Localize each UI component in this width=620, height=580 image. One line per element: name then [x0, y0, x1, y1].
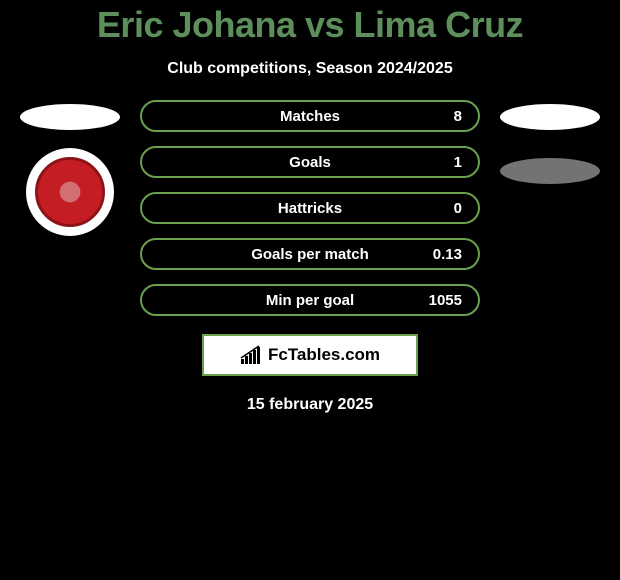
- left-column: [20, 100, 120, 236]
- stat-label: Goals: [289, 154, 331, 171]
- stat-value: 0.13: [433, 246, 462, 263]
- club-badge-placeholder-right: [500, 158, 600, 184]
- page-subtitle: Club competitions, Season 2024/2025: [0, 60, 620, 78]
- stats-column: Matches 8 Goals 1 Hattricks 0 Goals per …: [140, 100, 480, 316]
- brand-box[interactable]: FcTables.com: [202, 334, 418, 376]
- content-row: Matches 8 Goals 1 Hattricks 0 Goals per …: [0, 100, 620, 316]
- stat-label: Hattricks: [278, 200, 342, 217]
- stat-bar-matches: Matches 8: [140, 100, 480, 132]
- brand-text: FcTables.com: [268, 345, 380, 365]
- bar-chart-icon: [240, 345, 262, 365]
- stat-value: 0: [454, 200, 462, 217]
- stat-bar-goals: Goals 1: [140, 146, 480, 178]
- club-badge-left: [26, 148, 114, 236]
- stat-label: Matches: [280, 108, 340, 125]
- footer-date: 15 february 2025: [0, 396, 620, 414]
- stat-bar-hattricks: Hattricks 0: [140, 192, 480, 224]
- player-avatar-placeholder-left: [20, 104, 120, 130]
- club-crest-icon: [35, 157, 105, 227]
- stat-bar-goals-per-match: Goals per match 0.13: [140, 238, 480, 270]
- page-container: Eric Johana vs Lima Cruz Club competitio…: [0, 0, 620, 414]
- stat-value: 1055: [429, 292, 462, 309]
- stat-label: Goals per match: [251, 246, 369, 263]
- player-avatar-placeholder-right: [500, 104, 600, 130]
- stat-label: Min per goal: [266, 292, 354, 309]
- stat-value: 8: [454, 108, 462, 125]
- page-title: Eric Johana vs Lima Cruz: [0, 4, 620, 46]
- stat-value: 1: [454, 154, 462, 171]
- right-column: [500, 100, 600, 184]
- stat-bar-min-per-goal: Min per goal 1055: [140, 284, 480, 316]
